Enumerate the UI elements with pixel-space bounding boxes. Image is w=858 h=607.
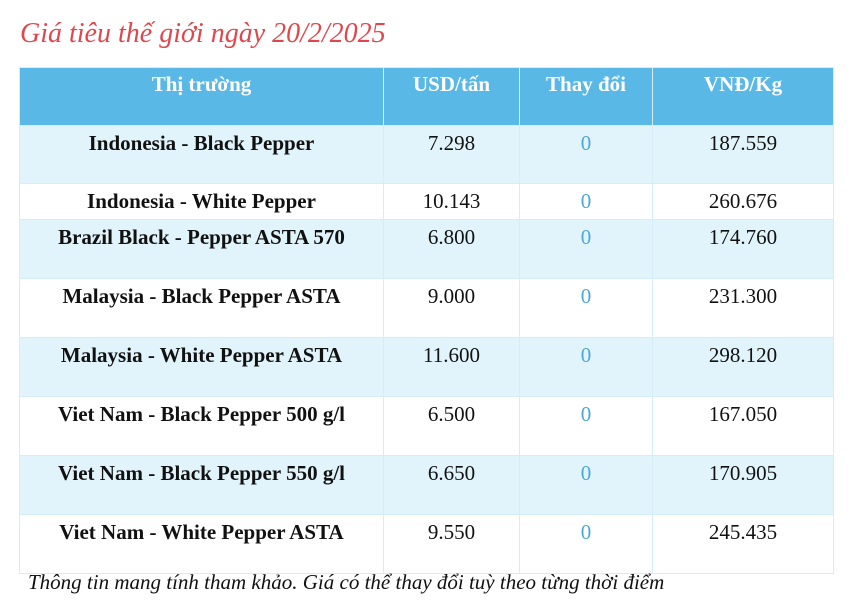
table-cell: 6.500: [383, 396, 520, 456]
table-cell: 298.120: [652, 337, 834, 397]
table-cell: Brazil Black - Pepper ASTA 570: [19, 219, 384, 279]
table-cell: 10.143: [383, 183, 520, 220]
table-cell: Indonesia - White Pepper: [19, 183, 384, 220]
table-row: Malaysia - Black Pepper ASTA 9.000 0 231.30…: [19, 278, 834, 338]
table-row: Viet Nam - Black Pepper 550 g/l 6.650 0 170…: [19, 455, 834, 515]
table-cell: 0: [519, 125, 653, 184]
table-cell: 0: [519, 455, 653, 515]
table-cell: 9.000: [383, 278, 520, 338]
table-cell: 0: [519, 396, 653, 456]
table-row: Brazil Black - Pepper ASTA 570 6.800 0 174.…: [19, 219, 834, 279]
table-cell: 187.559: [652, 125, 834, 184]
table-cell: 260.676: [652, 183, 834, 220]
table-cell: 6.800: [383, 219, 520, 279]
table-row: Indonesia - Black Pepper 7.298 0 187.559: [19, 125, 834, 184]
table-row: Viet Nam - White Pepper ASTA 9.550 0 245.43…: [19, 514, 834, 574]
table-cell: 231.300: [652, 278, 834, 338]
price-table: Thị trường USD/tấn Thay đổi VNĐ/Kg Indonesi…: [19, 67, 834, 574]
header-cell: VNĐ/Kg: [652, 67, 834, 126]
footnote: Thông tin mang tính tham khảo. Giá có th…: [28, 570, 665, 594]
header-row: Thị trường USD/tấn Thay đổi VNĐ/Kg: [19, 67, 834, 126]
table-cell: Viet Nam - Black Pepper 500 g/l: [19, 396, 384, 456]
table-cell: Malaysia - White Pepper ASTA: [19, 337, 384, 397]
table-row: Indonesia - White Pepper 10.143 0 260.676: [19, 183, 834, 220]
table-cell: 0: [519, 337, 653, 397]
table-row: Malaysia - White Pepper ASTA 11.600 0 298.1…: [19, 337, 834, 397]
table-cell: 0: [519, 183, 653, 220]
table-cell: Indonesia - Black Pepper: [19, 125, 384, 184]
table-cell: 170.905: [652, 455, 834, 515]
header-cell: Thị trường: [19, 67, 384, 126]
header-cell: USD/tấn: [383, 67, 520, 126]
table-cell: Viet Nam - White Pepper ASTA: [19, 514, 384, 574]
table-cell: 0: [519, 219, 653, 279]
table-body: Indonesia - Black Pepper 7.298 0 187.559 Ind…: [19, 125, 834, 574]
table-row: Viet Nam - Black Pepper 500 g/l 6.500 0 167…: [19, 396, 834, 456]
table-cell: 6.650: [383, 455, 520, 515]
table-cell: 245.435: [652, 514, 834, 574]
table-cell: 0: [519, 514, 653, 574]
table-cell: 9.550: [383, 514, 520, 574]
table-cell: 167.050: [652, 396, 834, 456]
table-cell: Viet Nam - Black Pepper 550 g/l: [19, 455, 384, 515]
table-cell: 174.760: [652, 219, 834, 279]
table-cell: 11.600: [383, 337, 520, 397]
table-cell: 7.298: [383, 125, 520, 184]
table-cell: 0: [519, 278, 653, 338]
table-cell: Malaysia - Black Pepper ASTA: [19, 278, 384, 338]
header-cell: Thay đổi: [519, 67, 653, 126]
title: Giá tiêu thế giới ngày 20/2/2025: [20, 18, 386, 49]
